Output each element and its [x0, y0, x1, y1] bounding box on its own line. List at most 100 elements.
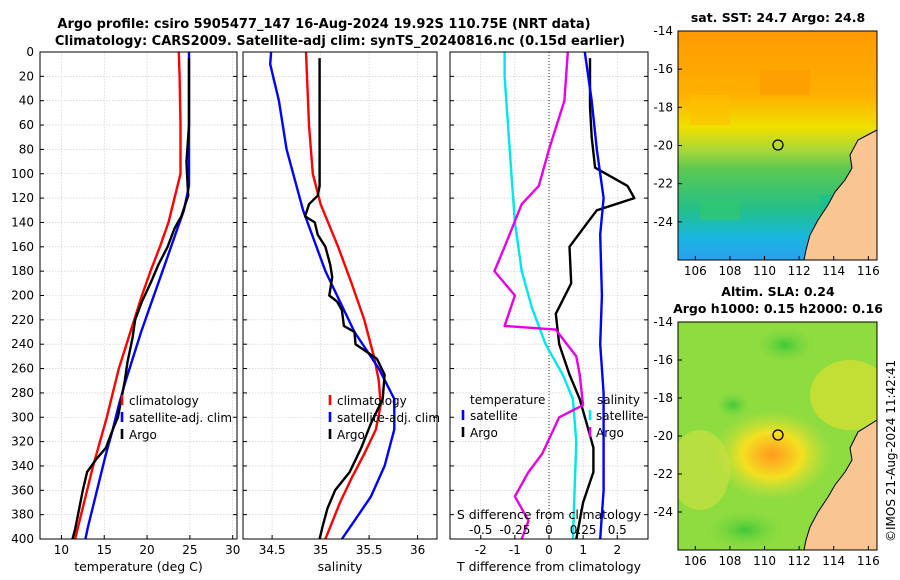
imos-watermark: ©IMOS 21-Aug-2024 11:42:41 — [884, 360, 898, 542]
y-tick-label: 40 — [19, 94, 34, 108]
series-satellite-adj-clim — [269, 51, 396, 540]
y-tick-label: 300 — [11, 410, 34, 424]
top-tick-label: 0.5 — [608, 523, 627, 537]
x-tick-label: 30 — [225, 543, 240, 557]
y-tick-label: 200 — [11, 289, 34, 303]
x-tick-label: 1 — [579, 543, 587, 557]
top-axis-label: S difference from climatology — [457, 507, 642, 522]
y-tick-label: 120 — [11, 191, 34, 205]
x-tick-label: 2 — [613, 543, 621, 557]
y-tick-label: 20 — [19, 69, 34, 83]
y-tick-label: 0 — [26, 45, 34, 59]
figure-title-line1: Argo profile: csiro 5905477_147 16-Aug-2… — [57, 17, 590, 32]
y-tick-label: 400 — [11, 532, 34, 546]
map-y-tick-label: -18 — [653, 391, 673, 405]
y-tick-label: 320 — [11, 435, 34, 449]
map-y-tick-label: -18 — [653, 100, 673, 114]
salinity-panel: 34.5 35 35.5 36 salinity climatology satellite… — [242, 51, 440, 574]
x-tick-label: 35.5 — [356, 543, 383, 557]
legend-label: Argo — [596, 426, 624, 440]
sst-argo-marker — [772, 139, 784, 151]
map-x-tick-label: 110 — [753, 264, 776, 278]
map-x-tick-label: 110 — [753, 554, 776, 568]
x-axis-label: temperature (deg C) — [74, 559, 203, 574]
sst-map-title: sat. SST: 24.7 Argo: 24.8 — [691, 10, 865, 25]
map-x-tick-label: 106 — [684, 554, 707, 568]
y-tick-label: 80 — [19, 142, 34, 156]
top-tick-label: -0.5 — [469, 523, 492, 537]
series-temperature-argo — [554, 58, 636, 540]
legend-label: climatology — [129, 394, 199, 408]
x-tick-label: 10 — [54, 543, 69, 557]
series-argo — [71, 58, 191, 540]
map-x-tick-label: 112 — [788, 264, 811, 278]
legend-title: salinity — [597, 393, 640, 407]
y-tick-label: 380 — [11, 508, 34, 522]
axes-frame — [39, 51, 238, 540]
legend-label: climatology — [337, 394, 407, 408]
map-x-tick-label: 112 — [788, 554, 811, 568]
series-salinity-argo — [493, 51, 585, 540]
legend-label: satellite-adj. clim — [337, 411, 440, 425]
x-tick-label: 25 — [182, 543, 197, 557]
sst-map: sat. SST: 24.7 Argo: 24.8 106 108 110 112 11… — [653, 10, 879, 278]
difference-panel: -2 -1 0 1 2 T difference from climatology temp… — [449, 51, 649, 574]
map-y-tick-label: -20 — [653, 139, 673, 153]
y-tick-label: 340 — [11, 459, 34, 473]
legend-label: Argo — [129, 428, 157, 442]
map-y-tick-label: -16 — [653, 62, 673, 76]
y-tick-label: 260 — [11, 362, 34, 376]
x-tick-label: 15 — [97, 543, 112, 557]
x-axis-label: T difference from climatology — [456, 559, 642, 574]
x-tick-label: -2 — [475, 543, 487, 557]
top-tick-label: -0.25 — [499, 523, 530, 537]
y-tick-label: 160 — [11, 240, 34, 254]
map-x-tick-label: 116 — [857, 264, 880, 278]
legend-label: satellite — [470, 409, 518, 423]
x-tick-label: 34.5 — [259, 543, 286, 557]
sla-map-title-line1: Altim. SLA: 0.24 — [721, 284, 835, 299]
figure-title-line2: Climatology: CARS2009. Satellite-adj cli… — [55, 34, 625, 49]
legend-label: satellite-adj. clim — [129, 411, 232, 425]
map-y-tick-label: -22 — [653, 177, 673, 191]
map-x-tick-label: 106 — [684, 264, 707, 278]
y-tick-label: 240 — [11, 337, 34, 351]
sla-land — [803, 419, 877, 550]
sla-argo-marker — [772, 429, 784, 441]
x-tick-label: 36 — [410, 543, 425, 557]
legend-label: Argo — [470, 426, 498, 440]
sla-map-title-line2: Argo h1000: 0.15 h2000: 0.16 — [673, 301, 883, 316]
map-x-tick-label: 114 — [822, 264, 845, 278]
map-x-tick-label: 114 — [822, 554, 845, 568]
legend-title: temperature — [470, 393, 545, 407]
legend-label: Argo — [337, 428, 365, 442]
y-tick-label: 360 — [11, 483, 34, 497]
top-tick-label: 0 — [545, 523, 553, 537]
series-salinity-satellite — [583, 51, 605, 540]
map-y-tick-label: -24 — [653, 215, 673, 229]
map-y-tick-label: -16 — [653, 353, 673, 367]
sla-map: Altim. SLA: 0.24 Argo h1000: 0.15 h2000:… — [653, 284, 883, 568]
y-tick-label: 60 — [19, 118, 34, 132]
map-y-tick-label: -22 — [653, 467, 673, 481]
map-x-tick-label: 116 — [857, 554, 880, 568]
y-tick-label: 280 — [11, 386, 34, 400]
x-axis-label: salinity — [318, 559, 363, 574]
temperature-panel: 10 15 20 25 30 temperature (deg C) 0 20 40 60 80 10… — [11, 45, 240, 574]
series-argo — [303, 58, 386, 540]
map-y-tick-label: -14 — [653, 24, 673, 38]
sst-land — [803, 129, 877, 260]
map-x-tick-label: 108 — [718, 264, 741, 278]
y-tick-label: 220 — [11, 313, 34, 327]
series-satellite-adj-clim — [84, 52, 191, 540]
legend-label: satellite — [596, 409, 644, 423]
y-tick-label: 140 — [11, 215, 34, 229]
x-tick-label: -1 — [509, 543, 521, 557]
y-tick-label: 180 — [11, 264, 34, 278]
map-y-tick-label: -24 — [653, 505, 673, 519]
y-tick-label: 100 — [11, 167, 34, 181]
x-tick-label: 35 — [313, 543, 328, 557]
map-y-tick-label: -14 — [653, 315, 673, 329]
x-tick-label: 0 — [545, 543, 553, 557]
